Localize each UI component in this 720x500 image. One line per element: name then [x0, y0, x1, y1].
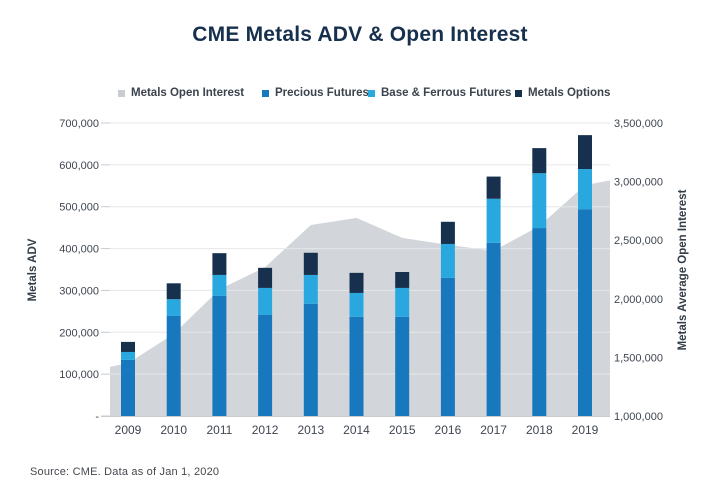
bar-2018-metals-options — [532, 148, 547, 174]
legend-label: Precious Futures — [275, 87, 369, 99]
legend-marker-metals-open-interest — [118, 89, 125, 97]
legend-marker-precious-futures — [262, 89, 269, 97]
x-axis-tick-label: 2009 — [115, 423, 142, 437]
x-axis-tick-label: 2017 — [480, 423, 507, 437]
right-axis-tick-label: 2,500,000 — [614, 235, 663, 247]
left-axis-tick-label: - — [95, 411, 99, 423]
bar-2018-base-ferrous-futures — [532, 173, 547, 229]
legend-label: Base & Ferrous Futures — [381, 87, 512, 99]
bar-2009-base-ferrous-futures — [121, 351, 135, 360]
chart-title: CME Metals ADV & Open Interest — [192, 23, 528, 46]
legend-marker-metals-options — [515, 89, 522, 97]
right-axis-tick-label: 3,500,000 — [614, 118, 663, 130]
bar-2016-precious-futures — [440, 277, 455, 416]
x-axis-tick-label: 2014 — [343, 423, 370, 437]
bar-2013-metals-options — [303, 252, 318, 275]
legend-item-metals-options: Metals Options — [515, 86, 610, 100]
x-axis-tick-label: 2012 — [252, 423, 279, 437]
legend-item-base-ferrous-futures: Base & Ferrous Futures — [368, 86, 511, 100]
bar-2010-metals-options — [166, 283, 181, 300]
bar-2015-metals-options — [395, 272, 410, 288]
bar-2010-base-ferrous-futures — [166, 299, 181, 316]
bar-2012-base-ferrous-futures — [258, 287, 273, 315]
bar-2014-base-ferrous-futures — [349, 292, 364, 317]
legend-label: Metals Open Interest — [131, 87, 245, 99]
left-axis-tick-label: 400,000 — [59, 244, 99, 256]
source-note: Source: CME. Data as of Jan 1, 2020 — [30, 466, 220, 478]
bar-2013-precious-futures — [303, 303, 318, 416]
bar-2019-base-ferrous-futures — [578, 169, 592, 210]
right-axis-tick-label: 1,500,000 — [614, 352, 663, 364]
x-axis-tick-label: 2015 — [389, 423, 416, 437]
bar-2010-precious-futures — [166, 315, 181, 416]
bar-2017-metals-options — [486, 176, 501, 199]
right-axis-tick-label: 2,000,000 — [614, 294, 663, 306]
left-axis-tick-label: 300,000 — [59, 285, 99, 297]
left-axis-tick-label: 200,000 — [59, 327, 99, 339]
x-axis-tick-label: 2011 — [206, 423, 232, 437]
bar-2018-precious-futures — [532, 228, 547, 416]
bar-2009-precious-futures — [121, 359, 135, 416]
right-axis-title: Metals Average Open Interest — [677, 189, 689, 350]
x-axis-tick-label: 2016 — [435, 423, 462, 437]
bar-2012-metals-options — [258, 267, 273, 288]
bar-2011-precious-futures — [212, 295, 227, 416]
bar-2009-metals-options — [121, 341, 135, 352]
bar-2019-precious-futures — [578, 209, 592, 416]
bar-2012-precious-futures — [258, 314, 273, 416]
x-axis-tick-label: 2013 — [297, 423, 324, 437]
bar-2019-metals-options — [578, 135, 592, 170]
left-axis-tick-label: 600,000 — [59, 160, 99, 172]
legend-marker-base-ferrous-futures — [368, 89, 375, 97]
bar-2016-metals-options — [440, 221, 455, 244]
bar-2011-base-ferrous-futures — [212, 274, 227, 296]
bar-2014-precious-futures — [349, 316, 364, 416]
left-axis-title: Metals ADV — [27, 238, 39, 301]
legend-item-precious-futures: Precious Futures — [262, 86, 369, 100]
right-axis-tick-label: 1,000,000 — [614, 411, 663, 423]
x-axis-tick-label: 2018 — [526, 423, 553, 437]
bar-2011-metals-options — [212, 253, 227, 275]
left-axis-tick-label: 100,000 — [59, 369, 99, 381]
x-axis-tick-label: 2010 — [160, 423, 187, 437]
bar-2015-base-ferrous-futures — [395, 287, 410, 317]
bar-2017-precious-futures — [486, 242, 501, 416]
bar-2015-precious-futures — [395, 316, 410, 416]
legend-label: Metals Options — [528, 87, 611, 99]
bar-2017-base-ferrous-futures — [486, 198, 501, 243]
right-axis-tick-label: 3,000,000 — [614, 177, 663, 189]
left-axis-tick-label: 700,000 — [59, 118, 99, 130]
bar-2013-base-ferrous-futures — [303, 274, 318, 304]
left-axis-tick-label: 500,000 — [59, 202, 99, 214]
bar-2016-base-ferrous-futures — [440, 243, 455, 278]
x-axis-tick-label: 2019 — [572, 423, 599, 437]
bar-2014-metals-options — [349, 272, 364, 293]
legend-item-metals-open-interest: Metals Open Interest — [118, 86, 244, 100]
